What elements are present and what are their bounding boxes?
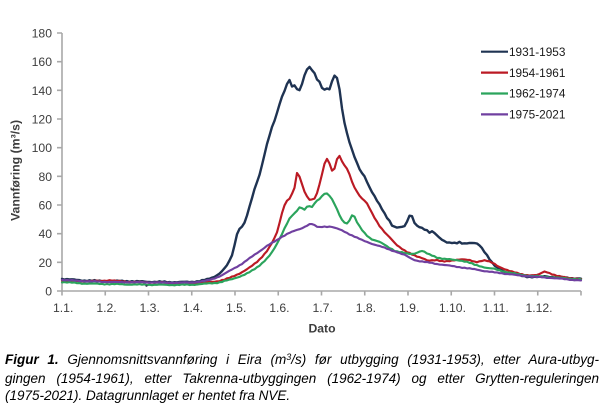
svg-text:1954-1961: 1954-1961 [509, 66, 565, 80]
svg-text:1.4.: 1.4. [183, 301, 203, 315]
svg-text:0: 0 [45, 285, 52, 299]
svg-text:1.3.: 1.3. [140, 301, 160, 315]
svg-text:1975-2021: 1975-2021 [509, 108, 565, 122]
svg-text:140: 140 [32, 84, 53, 98]
svg-text:80: 80 [38, 170, 52, 184]
svg-text:1.12.: 1.12. [525, 301, 552, 315]
svg-text:1.2.: 1.2. [96, 301, 116, 315]
svg-text:Dato: Dato [308, 322, 335, 336]
svg-text:1962-1974: 1962-1974 [509, 87, 566, 101]
svg-text:60: 60 [38, 199, 52, 213]
svg-text:1.8.: 1.8. [356, 301, 376, 315]
svg-text:1.7.: 1.7. [313, 301, 333, 315]
svg-text:1931-1953: 1931-1953 [509, 45, 566, 59]
svg-text:1.1.: 1.1. [53, 301, 73, 315]
svg-text:Vannføring (m³/s): Vannføring (m³/s) [9, 120, 23, 221]
svg-text:1.10.: 1.10. [439, 301, 466, 315]
svg-text:20: 20 [38, 256, 52, 270]
svg-text:100: 100 [32, 141, 53, 155]
svg-text:1.5.: 1.5. [226, 301, 246, 315]
svg-text:120: 120 [32, 113, 53, 127]
svg-text:1.11.: 1.11. [483, 301, 509, 315]
svg-text:40: 40 [38, 227, 52, 241]
svg-text:160: 160 [32, 55, 53, 69]
svg-text:180: 180 [32, 27, 53, 41]
svg-text:1.6.: 1.6. [269, 301, 289, 315]
svg-text:1.9.: 1.9. [399, 301, 419, 315]
